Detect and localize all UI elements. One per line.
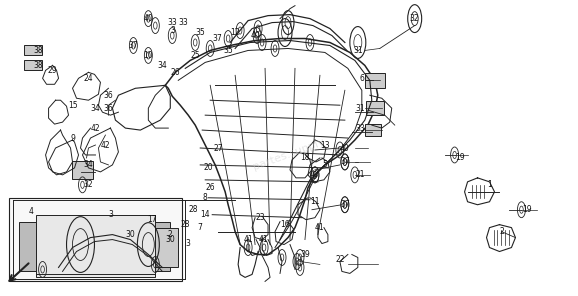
Text: 40: 40 — [310, 170, 320, 179]
Text: 16: 16 — [280, 220, 290, 229]
Text: 26: 26 — [205, 183, 215, 192]
Text: 4: 4 — [28, 207, 33, 216]
Bar — [24, 46, 42, 55]
Text: 8: 8 — [203, 193, 208, 202]
Text: 32: 32 — [410, 14, 420, 23]
Text: 6: 6 — [360, 74, 364, 83]
Text: 35: 35 — [195, 28, 205, 37]
Text: 41: 41 — [258, 235, 268, 244]
Text: 28: 28 — [180, 220, 190, 229]
Text: 37: 37 — [212, 34, 222, 43]
Text: 42: 42 — [101, 141, 110, 149]
Text: 23: 23 — [255, 213, 265, 222]
Text: 32: 32 — [84, 180, 93, 189]
Text: 38: 38 — [34, 61, 43, 70]
Text: 19: 19 — [455, 153, 464, 163]
Text: 31: 31 — [353, 46, 362, 55]
Bar — [36, 215, 155, 277]
Text: 20: 20 — [203, 163, 213, 172]
Text: 17: 17 — [147, 215, 157, 224]
Text: partes.supply: partes.supply — [251, 136, 327, 172]
Text: 29: 29 — [48, 66, 57, 75]
Text: 11: 11 — [310, 197, 320, 206]
Text: 21: 21 — [355, 170, 365, 179]
Text: 5: 5 — [323, 160, 327, 169]
Bar — [72, 161, 94, 179]
Text: 3: 3 — [108, 210, 113, 219]
Bar — [153, 228, 178, 268]
Text: 36: 36 — [103, 91, 113, 100]
Text: 7: 7 — [198, 223, 203, 232]
Text: 9: 9 — [70, 133, 75, 143]
Bar — [365, 124, 381, 136]
Text: 31: 31 — [355, 104, 365, 113]
Text: 34: 34 — [84, 160, 94, 169]
Text: 26: 26 — [171, 68, 180, 77]
Text: 15: 15 — [68, 101, 77, 110]
Text: 14: 14 — [201, 210, 210, 219]
Text: 30: 30 — [165, 235, 175, 244]
Text: 1: 1 — [487, 180, 492, 189]
Text: 22: 22 — [335, 255, 344, 264]
Text: 40: 40 — [340, 144, 350, 152]
Text: 18: 18 — [300, 153, 310, 163]
Text: 13: 13 — [320, 141, 329, 149]
Text: 10: 10 — [143, 51, 153, 60]
Text: 41: 41 — [315, 223, 325, 232]
Text: 3: 3 — [171, 26, 176, 35]
Text: 34: 34 — [157, 61, 167, 70]
Text: 37: 37 — [340, 200, 350, 209]
Text: 40: 40 — [250, 31, 260, 40]
Text: 33: 33 — [355, 124, 365, 133]
Text: 37: 37 — [340, 157, 350, 166]
Text: 24: 24 — [84, 74, 93, 83]
Bar — [24, 60, 42, 70]
Text: 27: 27 — [213, 144, 223, 152]
Text: 33: 33 — [179, 18, 188, 27]
Text: 37: 37 — [128, 41, 138, 50]
Text: 35: 35 — [223, 46, 233, 55]
Text: 19: 19 — [523, 205, 532, 214]
Bar — [366, 101, 384, 115]
Text: 41: 41 — [243, 235, 253, 244]
Text: 25: 25 — [190, 51, 200, 60]
Text: 3: 3 — [186, 239, 191, 248]
Bar — [18, 222, 36, 271]
Text: 30: 30 — [125, 230, 135, 239]
Text: 2: 2 — [168, 230, 173, 239]
Text: 28: 28 — [188, 205, 198, 214]
Bar — [365, 73, 385, 88]
Text: 34: 34 — [91, 104, 101, 113]
Text: 38: 38 — [34, 46, 43, 55]
Text: 36: 36 — [103, 104, 113, 113]
Text: 33: 33 — [168, 18, 177, 27]
Text: 12: 12 — [231, 28, 240, 37]
Text: 40: 40 — [143, 14, 153, 23]
Text: 2: 2 — [499, 227, 504, 236]
Bar — [9, 198, 182, 281]
Text: 42: 42 — [91, 124, 100, 133]
Text: 39: 39 — [300, 250, 310, 259]
Bar — [149, 222, 171, 271]
